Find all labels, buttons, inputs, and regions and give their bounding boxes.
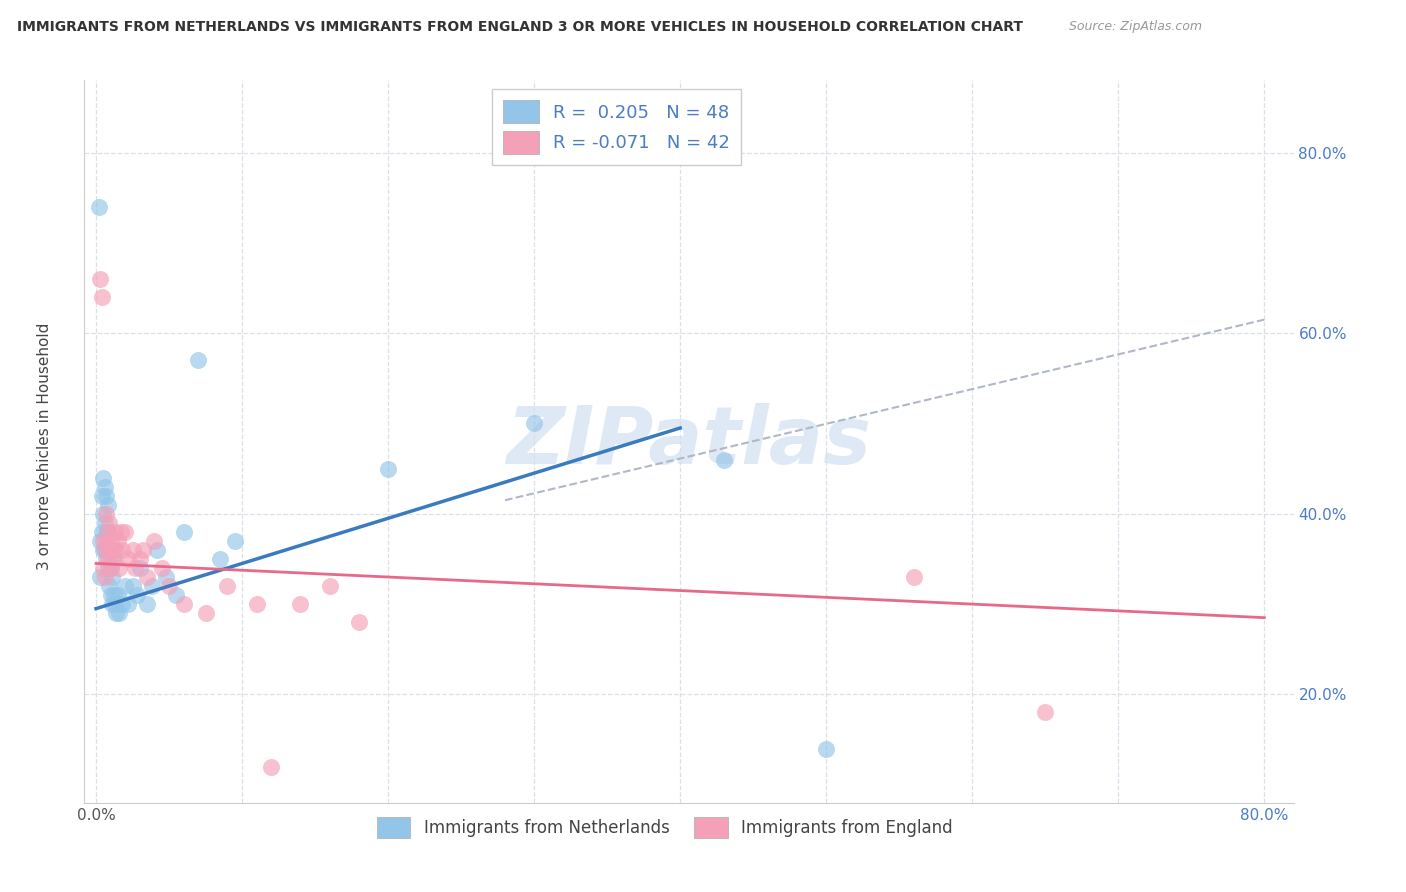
Point [143, 533, 166, 548]
Point [157, 579, 180, 593]
Point [100, 561, 122, 575]
Point [1033, 706, 1056, 720]
Point [96, 507, 118, 521]
Point [173, 597, 195, 611]
Point [100, 561, 122, 575]
Text: ZIPatlas: ZIPatlas [506, 402, 872, 481]
Point [125, 588, 148, 602]
Text: IMMIGRANTS FROM NETHERLANDS VS IMMIGRANTS FROM ENGLAND 3 OR MORE VEHICLES IN HOU: IMMIGRANTS FROM NETHERLANDS VS IMMIGRANT… [17, 20, 1024, 34]
Point [94, 480, 117, 494]
Point [173, 524, 195, 539]
Point [246, 597, 269, 611]
Point [117, 552, 139, 566]
Point [209, 552, 232, 566]
Point [187, 353, 209, 368]
Point [89, 272, 111, 286]
Point [155, 570, 177, 584]
Point [121, 579, 143, 593]
Point [98, 542, 121, 557]
Point [101, 570, 124, 584]
Point [114, 524, 136, 539]
Point [90, 290, 112, 304]
Point [117, 597, 139, 611]
Point [97, 498, 120, 512]
Point [290, 597, 312, 611]
Point [96, 552, 118, 566]
Point [103, 542, 125, 557]
Point [141, 579, 163, 593]
Point [903, 570, 925, 584]
Point [150, 561, 173, 575]
Point [110, 524, 132, 539]
Point [146, 542, 169, 557]
Point [101, 597, 124, 611]
Point [93, 507, 115, 521]
Point [104, 597, 127, 611]
Point [107, 588, 129, 602]
Point [128, 552, 150, 566]
Legend: Immigrants from Netherlands, Immigrants from England: Immigrants from Netherlands, Immigrants … [370, 810, 959, 845]
Point [105, 542, 128, 557]
Point [97, 524, 120, 539]
Point [121, 542, 143, 557]
Point [105, 606, 128, 620]
Point [94, 542, 117, 557]
Point [107, 533, 129, 548]
Point [217, 579, 239, 593]
Point [103, 588, 125, 602]
Point [96, 489, 118, 503]
Point [98, 516, 121, 530]
Point [136, 570, 159, 584]
Point [93, 561, 115, 575]
Point [94, 542, 117, 557]
Point [98, 579, 121, 593]
Point [224, 533, 246, 548]
Point [377, 461, 399, 475]
Point [93, 533, 115, 548]
Point [523, 417, 546, 431]
Point [136, 597, 159, 611]
Point [114, 579, 136, 593]
Point [713, 452, 735, 467]
Point [815, 741, 838, 756]
Point [97, 561, 120, 575]
Point [260, 760, 283, 774]
Point [90, 524, 112, 539]
Text: Source: ZipAtlas.com: Source: ZipAtlas.com [1069, 20, 1202, 33]
Point [89, 533, 111, 548]
Point [103, 552, 125, 566]
Point [101, 552, 124, 566]
Point [96, 533, 118, 548]
Point [111, 542, 134, 557]
Point [128, 561, 150, 575]
Point [318, 579, 340, 593]
Point [124, 561, 146, 575]
Point [96, 524, 118, 539]
Point [100, 533, 122, 548]
Point [165, 588, 187, 602]
Point [108, 561, 131, 575]
Point [100, 588, 122, 602]
Point [97, 524, 120, 539]
Point [347, 615, 370, 630]
Point [93, 471, 115, 485]
Point [104, 524, 127, 539]
Text: 3 or more Vehicles in Household: 3 or more Vehicles in Household [38, 322, 52, 570]
Point [94, 516, 117, 530]
Point [87, 200, 110, 214]
Point [89, 570, 111, 584]
Point [108, 606, 131, 620]
Point [90, 489, 112, 503]
Point [93, 542, 115, 557]
Point [132, 542, 155, 557]
Point [111, 597, 134, 611]
Point [97, 552, 120, 566]
Point [98, 542, 121, 557]
Point [194, 606, 217, 620]
Point [94, 570, 117, 584]
